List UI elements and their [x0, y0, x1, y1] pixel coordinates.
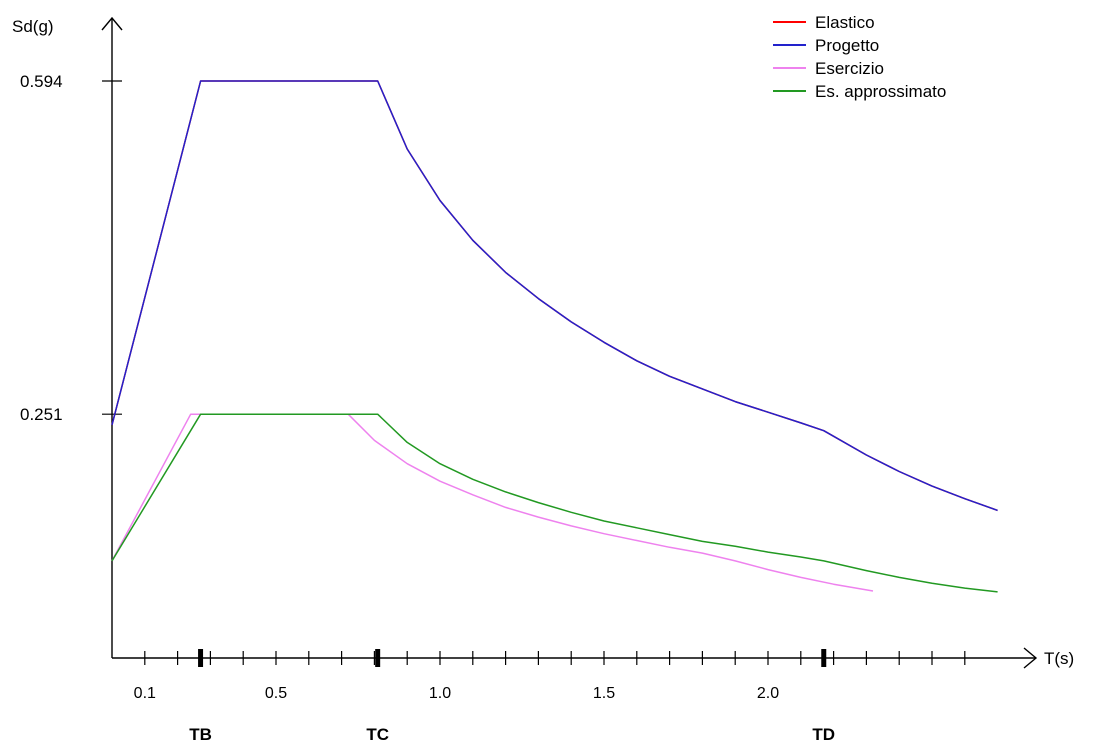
y-axis-title: Sd(g): [12, 17, 54, 36]
x-axis-arrowhead: [1023, 647, 1038, 669]
series-line-progetto: [111, 80, 998, 512]
series-line-esercizio: [111, 413, 874, 592]
x-tick-label: 0.5: [265, 685, 287, 702]
legend-label: Es. approssimato: [815, 82, 946, 101]
x-tick-label: 1.5: [593, 685, 615, 702]
period-marker-label: TC: [366, 725, 389, 744]
y-tick-label: 0.251: [20, 405, 63, 424]
x-tick-label: 1.0: [429, 685, 451, 702]
series-lines: [111, 80, 998, 593]
x-tick-label: 0.1: [134, 685, 156, 702]
series-line-es-approssimato: [111, 413, 998, 593]
ticks: 0.1 0.5 1.0 1.5 2.0 0.251 0.594 TB TC TD: [20, 72, 966, 744]
y-axis-arrowhead: [101, 16, 123, 31]
x-axis-title: T(s): [1044, 649, 1074, 668]
series-line-elastico: [111, 80, 998, 512]
legend-label: Esercizio: [815, 59, 884, 78]
axes: Sd(g) T(s): [12, 16, 1074, 669]
x-tick-label: 2.0: [757, 685, 779, 702]
legend-label: Progetto: [815, 36, 879, 55]
period-marker-label: TB: [189, 725, 212, 744]
period-marker-label: TD: [812, 725, 835, 744]
y-tick-label: 0.594: [20, 72, 63, 91]
legend-label: Elastico: [815, 13, 875, 32]
legend: Elastico Progetto Esercizio Es. approssimat…: [773, 13, 946, 101]
